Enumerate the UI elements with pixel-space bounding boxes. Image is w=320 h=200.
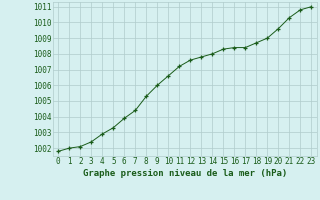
X-axis label: Graphe pression niveau de la mer (hPa): Graphe pression niveau de la mer (hPa) [83,169,287,178]
